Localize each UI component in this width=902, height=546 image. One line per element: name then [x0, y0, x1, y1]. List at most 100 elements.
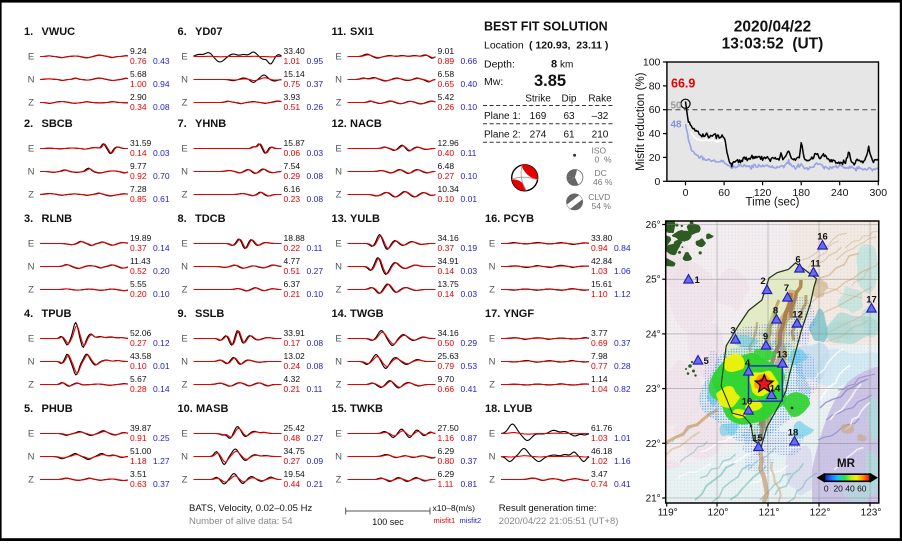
svg-text:BATS, Velocity, 0.02–0.05 Hz: BATS, Velocity, 0.02–0.05 Hz [189, 503, 312, 514]
svg-text:0.21: 0.21 [307, 479, 324, 489]
svg-text:Z: Z [28, 190, 34, 201]
svg-text:Misfit reduction (%): Misfit reduction (%) [635, 72, 647, 171]
svg-text:121°: 121° [759, 508, 780, 519]
svg-text:0.14: 0.14 [153, 384, 170, 394]
svg-text:5.: 5. [24, 403, 33, 415]
svg-text:4: 4 [745, 358, 751, 369]
svg-text:BEST FIT SOLUTION: BEST FIT SOLUTION [484, 20, 608, 34]
svg-text:0.40: 0.40 [438, 148, 455, 158]
svg-text:0.84: 0.84 [614, 243, 631, 253]
svg-text:120°: 120° [708, 508, 729, 519]
svg-text:0.82: 0.82 [614, 384, 631, 394]
svg-text:0: 0 [824, 484, 829, 494]
svg-text:1.18: 1.18 [130, 456, 147, 466]
svg-text:0.08: 0.08 [307, 338, 324, 348]
svg-text:E: E [181, 334, 187, 345]
svg-text:1.01: 1.01 [614, 433, 631, 443]
svg-text:0.19: 0.19 [461, 243, 478, 253]
svg-text:0.14: 0.14 [438, 289, 455, 299]
svg-text:0.44: 0.44 [284, 479, 301, 489]
svg-text:YNGF: YNGF [504, 308, 535, 320]
svg-text:0.91: 0.91 [130, 433, 147, 443]
svg-text:E: E [335, 239, 341, 250]
svg-text:0.76: 0.76 [130, 56, 147, 66]
svg-text:0.80: 0.80 [438, 456, 455, 466]
svg-text:14.: 14. [332, 308, 347, 320]
svg-text:2: 2 [760, 276, 765, 287]
svg-text:2.90: 2.90 [130, 92, 147, 102]
svg-text:Plane 2:: Plane 2: [484, 129, 521, 140]
svg-text:0.12: 0.12 [153, 338, 170, 348]
svg-text:16: 16 [817, 232, 828, 243]
svg-text:N: N [28, 357, 35, 368]
svg-text:Z: Z [182, 98, 188, 109]
svg-text:25°: 25° [646, 275, 661, 286]
svg-text:6.: 6. [178, 26, 187, 38]
svg-text:0.10: 0.10 [307, 289, 324, 299]
svg-text:E: E [335, 429, 341, 440]
svg-text:0.66: 0.66 [461, 56, 478, 66]
svg-text:9.24: 9.24 [130, 46, 147, 56]
svg-text:Z: Z [336, 190, 342, 201]
svg-text:60: 60 [649, 104, 661, 116]
svg-text:E: E [181, 144, 187, 155]
svg-text:5: 5 [704, 356, 710, 367]
svg-text:3.51: 3.51 [130, 469, 147, 479]
svg-text:x10–8(m/s): x10–8(m/s) [433, 503, 476, 513]
svg-text:E: E [181, 239, 187, 250]
svg-text:21°: 21° [646, 494, 661, 505]
svg-text:VWUC: VWUC [42, 26, 76, 38]
svg-text:E: E [181, 52, 187, 63]
svg-text:E: E [335, 144, 341, 155]
svg-text:63: 63 [563, 111, 575, 122]
svg-text:0.65: 0.65 [438, 79, 455, 89]
svg-text:48: 48 [671, 120, 683, 131]
svg-text:100 sec: 100 sec [372, 517, 404, 527]
svg-text:N: N [28, 167, 35, 178]
svg-text:N: N [181, 452, 188, 463]
svg-text:Z: Z [336, 285, 342, 296]
svg-text:0.40: 0.40 [461, 79, 478, 89]
svg-text:0.14: 0.14 [438, 266, 455, 276]
svg-text:18: 18 [788, 428, 799, 439]
svg-text:100: 100 [643, 57, 661, 69]
svg-text:0.11: 0.11 [461, 148, 477, 158]
svg-text:169: 169 [530, 111, 547, 122]
svg-text:Rake: Rake [588, 94, 612, 105]
svg-text:34.75: 34.75 [284, 446, 306, 456]
svg-text:1.14: 1.14 [591, 374, 608, 384]
svg-text:33.40: 33.40 [284, 46, 306, 56]
svg-text:0.61: 0.61 [153, 194, 170, 204]
svg-text:E: E [335, 52, 341, 63]
svg-text:TWGB: TWGB [350, 308, 384, 320]
svg-text:MR: MR [837, 458, 856, 470]
svg-text:17.: 17. [485, 308, 500, 320]
svg-text:0.70: 0.70 [153, 171, 170, 181]
svg-text:0.03: 0.03 [153, 148, 170, 158]
svg-text:E: E [28, 429, 34, 440]
svg-text:ISO: ISO [592, 146, 607, 156]
svg-text:13:03:52 (UT): 13:03:52 (UT) [722, 36, 824, 53]
svg-text:0.08: 0.08 [307, 194, 324, 204]
svg-text:3.93: 3.93 [284, 92, 301, 102]
svg-text:E: E [28, 239, 34, 250]
svg-text:40: 40 [845, 484, 855, 494]
svg-text:1.: 1. [24, 26, 33, 38]
svg-text:N: N [335, 262, 342, 273]
svg-text:0.77: 0.77 [591, 361, 608, 371]
svg-text:54 %: 54 % [592, 201, 612, 211]
svg-text:240: 240 [831, 187, 849, 199]
svg-text:N: N [335, 75, 342, 86]
svg-text:Strike: Strike [525, 94, 551, 105]
svg-text:0.51: 0.51 [284, 102, 301, 112]
svg-text:0.24: 0.24 [284, 361, 301, 371]
svg-text:24°: 24° [646, 329, 661, 340]
svg-text:0.03: 0.03 [307, 148, 324, 158]
svg-text:1.02: 1.02 [591, 456, 608, 466]
svg-text:6.58: 6.58 [438, 69, 455, 79]
svg-text:4.77: 4.77 [284, 256, 301, 266]
svg-text:10: 10 [742, 397, 753, 408]
svg-text:0.03: 0.03 [461, 289, 478, 299]
svg-text:0.10: 0.10 [153, 289, 170, 299]
svg-text:Z: Z [28, 98, 34, 109]
